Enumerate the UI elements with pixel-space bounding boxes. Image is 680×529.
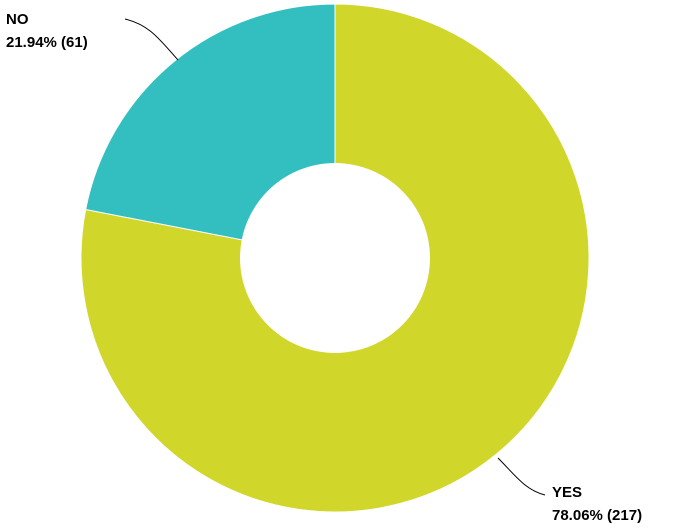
slice-label-yes-category: YES bbox=[552, 484, 582, 501]
slice-label-yes-value: 78.06% (217) bbox=[552, 507, 642, 524]
donut-hole bbox=[240, 163, 430, 353]
slice-label-no-value: 21.94% (61) bbox=[6, 34, 88, 51]
leader-line-no bbox=[124, 18, 179, 61]
leader-line-yes bbox=[497, 457, 546, 496]
slice-label-no-category: NO bbox=[6, 11, 29, 28]
